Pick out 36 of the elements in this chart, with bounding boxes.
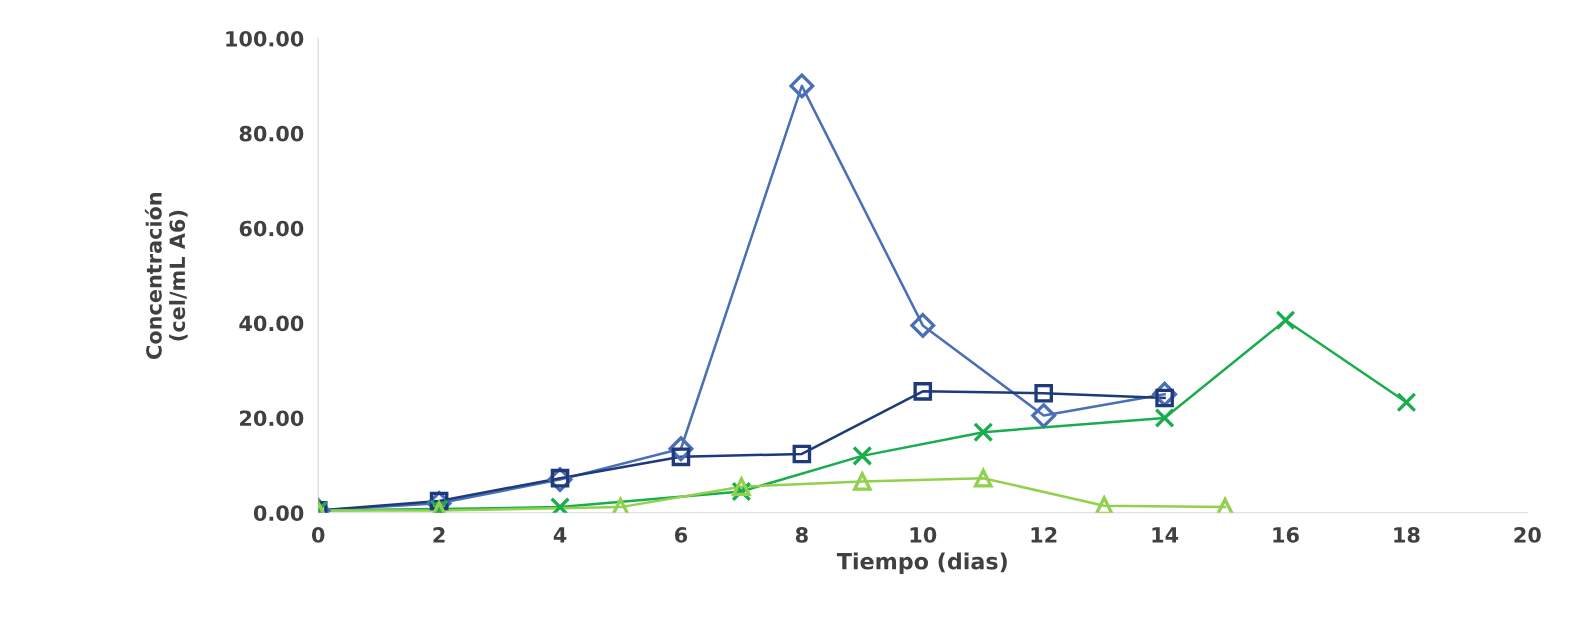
y-tick-label: 60.00 <box>239 220 304 237</box>
point <box>913 382 933 401</box>
y-axis-title: Concentración (cel/mL A6) <box>144 192 188 359</box>
x-axis-title: Tiempo (dias) <box>836 552 1007 574</box>
point <box>1094 496 1114 513</box>
point <box>1034 383 1053 403</box>
x-tick-label: 0 <box>311 527 325 543</box>
point <box>973 422 994 443</box>
point <box>1154 407 1175 428</box>
point <box>1396 392 1417 413</box>
point <box>611 497 630 513</box>
x-tick-label: 8 <box>795 527 808 543</box>
point <box>910 312 936 338</box>
x-tick-label: 14 <box>1152 527 1179 543</box>
point <box>1275 310 1296 331</box>
y-tick-label: 20.00 <box>240 410 304 427</box>
x-tick-label: 2 <box>433 527 445 543</box>
y-tick-label: 0.00 <box>253 505 304 522</box>
point <box>792 444 812 464</box>
point <box>732 477 751 497</box>
x-tick-label: 10 <box>910 527 937 543</box>
point <box>853 472 872 491</box>
y-tick-label: 80.00 <box>239 125 304 142</box>
y-tick-label: 40.00 <box>239 315 304 332</box>
point <box>789 73 815 99</box>
x-tick-label: 18 <box>1394 527 1420 543</box>
x-tick-label: 4 <box>553 527 567 543</box>
x-tick-label: 12 <box>1031 527 1057 543</box>
point <box>973 468 993 488</box>
point <box>1031 403 1057 429</box>
y-tick-label: 100.00 <box>226 30 304 47</box>
x-tick-label: 6 <box>674 527 688 543</box>
point <box>550 497 571 513</box>
x-tick-label: 16 <box>1273 527 1299 543</box>
point <box>852 445 873 466</box>
x-tick-label: 20 <box>1514 527 1541 543</box>
